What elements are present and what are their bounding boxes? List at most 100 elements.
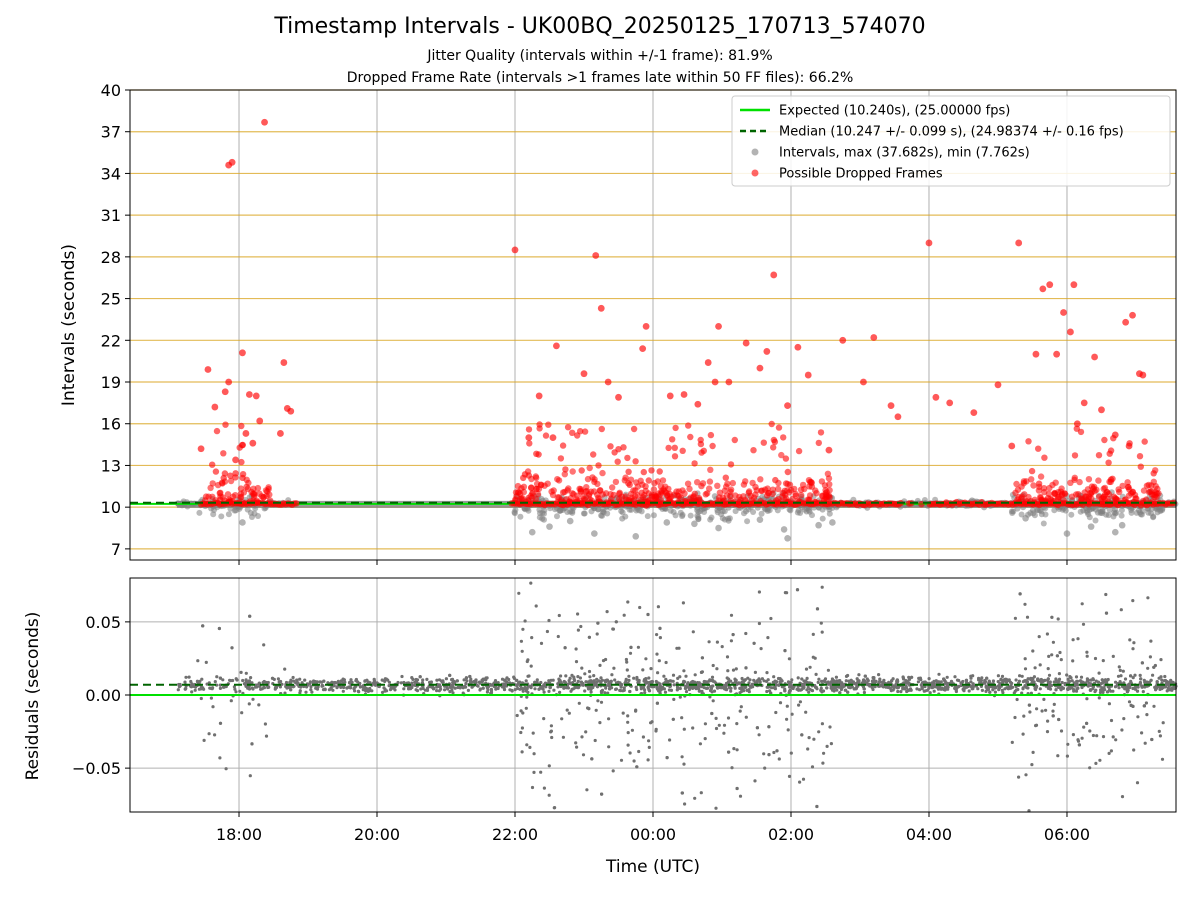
residual-point [201, 624, 205, 628]
residual-point [814, 672, 818, 677]
residual-point [500, 677, 505, 681]
residual-point [957, 684, 961, 689]
y-tick-label: 10 [101, 498, 121, 517]
residual-point [682, 762, 686, 766]
residual-point [682, 727, 686, 731]
residual-point [478, 680, 482, 685]
residual-point [800, 677, 804, 681]
residual-point [991, 679, 996, 683]
dropped-frame-point [202, 497, 209, 504]
interval-point [670, 509, 677, 515]
residual-point [396, 680, 400, 685]
residual-point [309, 688, 313, 692]
interval-point [632, 533, 640, 540]
residual-point [655, 652, 659, 656]
dropped-frame-point [583, 484, 590, 491]
residual-point [744, 685, 748, 689]
residual-point [857, 679, 861, 683]
residual-point [213, 733, 217, 737]
dropped-frame-point [607, 443, 614, 450]
dropped-frame-point [770, 271, 778, 279]
residual-point [742, 679, 746, 683]
residual-point [576, 675, 580, 679]
residual-point [515, 713, 519, 718]
residual-point [882, 678, 886, 683]
residual-point [298, 677, 302, 681]
residual-point [766, 678, 770, 682]
residual-point [664, 660, 668, 665]
residual-point [1085, 678, 1089, 682]
residual-point [1018, 674, 1022, 678]
residual-point [1076, 739, 1081, 743]
residual-point [1022, 714, 1026, 718]
residual-point [462, 678, 466, 682]
residual-point [1127, 700, 1132, 704]
residual-point [1038, 663, 1042, 667]
dropped-frame-point [239, 349, 246, 357]
residual-point [996, 680, 1000, 684]
residual-point [915, 687, 919, 691]
residual-point [710, 675, 715, 679]
residual-point [450, 684, 454, 688]
residual-point [503, 678, 507, 682]
interval-point [247, 509, 254, 516]
residual-point [478, 688, 482, 692]
residual-point [1119, 608, 1123, 612]
dropped-frame-point [521, 471, 529, 478]
residual-point [1014, 678, 1018, 682]
interval-point [255, 513, 261, 519]
dropped-frame-point [894, 413, 902, 421]
residual-point [580, 735, 584, 739]
residual-point [592, 674, 596, 678]
residual-point [716, 686, 720, 690]
dropped-frame-point [592, 252, 600, 259]
residual-point [339, 685, 343, 690]
dropped-frame-point [591, 488, 598, 495]
interval-point [694, 512, 701, 519]
dropped-frame-point [1085, 476, 1093, 483]
dropped-frame-point [1141, 438, 1148, 445]
interval-point [819, 506, 826, 513]
residual-point [291, 685, 295, 689]
residual-point [1051, 714, 1055, 718]
y-tick-label: 16 [101, 415, 121, 434]
residual-point [707, 640, 711, 644]
residual-point [683, 802, 687, 806]
residual-point [1121, 669, 1125, 673]
dropped-frame-point [686, 485, 693, 493]
dropped-frame-point [666, 498, 673, 505]
residual-point [769, 616, 773, 621]
residual-point [893, 684, 897, 688]
interval-point [687, 512, 694, 519]
dropped-frame-point [612, 478, 620, 486]
residual-point [583, 689, 587, 693]
residual-point [574, 647, 578, 651]
residual-point [266, 680, 270, 685]
dropped-frame-point [237, 485, 245, 492]
residual-point [801, 686, 806, 690]
residual-point [264, 734, 269, 738]
dropped-frame-point [771, 438, 779, 445]
residual-point [1093, 656, 1098, 661]
x-tick-label: 20:00 [354, 825, 400, 844]
residual-point [774, 710, 778, 715]
residual-point [1043, 678, 1047, 683]
residual-point [1159, 658, 1163, 662]
residual-point [1104, 611, 1109, 615]
residual-point [561, 735, 566, 739]
residual-point [1148, 655, 1152, 659]
residual-point [505, 680, 509, 684]
residual-point [772, 750, 776, 755]
residual-point [672, 697, 676, 702]
interval-point [1085, 511, 1092, 518]
dropped-frame-point [651, 493, 658, 500]
residual-point [680, 716, 684, 720]
residual-point [200, 677, 204, 681]
residual-point [549, 730, 553, 734]
residual-point [1039, 677, 1043, 682]
residual-point [1046, 667, 1050, 671]
residual-point [283, 691, 287, 695]
dropped-frame-point [204, 366, 212, 373]
residual-point [294, 681, 298, 685]
dropped-frame-point [607, 491, 614, 498]
